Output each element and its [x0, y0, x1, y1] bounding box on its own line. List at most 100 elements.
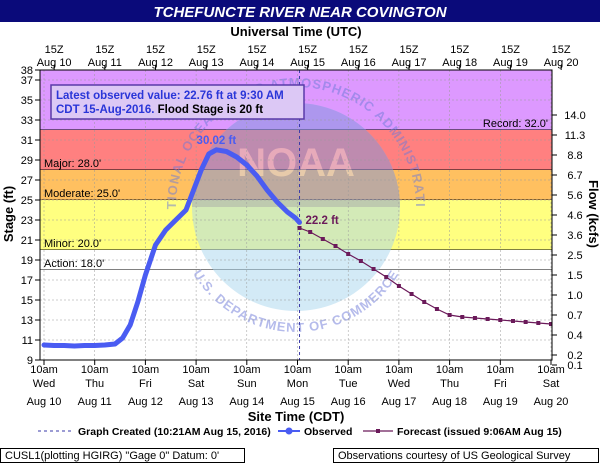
- top-tick-label-date: Aug 19: [493, 57, 528, 69]
- forecast-point: [384, 275, 389, 279]
- bottom-tick-label-date: Aug 15: [280, 396, 315, 408]
- y-tick-label: 31: [21, 135, 33, 147]
- bottom-tick-label-time: 10am: [284, 364, 312, 376]
- flood-label-minor: Minor: 20.0': [44, 238, 101, 250]
- legend: Graph Created (10:21AM Aug 15, 2016) Obse…: [38, 426, 562, 438]
- forecast-point: [320, 237, 325, 241]
- y-tick-label: 23: [21, 215, 33, 227]
- flood-label-moderate: Moderate: 25.0': [44, 188, 120, 200]
- y-tick-label: 29: [21, 155, 33, 167]
- top-tick-label-utc: 15Z: [197, 44, 216, 56]
- top-tick-label-utc: 15Z: [400, 44, 419, 56]
- flow-tick-label: 11.3: [565, 130, 586, 142]
- forecast-point: [536, 321, 541, 325]
- legend-graph-created-label: Graph Created (10:21AM Aug 15, 2016): [78, 426, 271, 438]
- forecast-point: [510, 319, 515, 323]
- y-tick-label: 38: [21, 65, 33, 77]
- y-tick-label: 25: [21, 195, 33, 207]
- bottom-tick-label-date: Aug 19: [483, 396, 518, 408]
- info-flood-stage: Flood Stage is 20 ft: [154, 104, 263, 116]
- flow-tick-label: 2.5: [567, 250, 582, 262]
- flood-label-action: Action: 18.0': [44, 258, 104, 270]
- top-tick-label-utc: 15Z: [95, 44, 114, 56]
- y-tick-label: 19: [21, 255, 33, 267]
- top-tick-label-utc: 15Z: [45, 44, 64, 56]
- flow-tick-label: 5.6: [567, 190, 582, 202]
- flood-category-labels: Record: 32.0' Major: 28.0' Moderate: 25.0'…: [44, 118, 548, 270]
- top-tick-label-date: Aug 15: [290, 57, 325, 69]
- forecast-point: [396, 284, 401, 288]
- legend-forecast-marker: [376, 429, 380, 433]
- point-annotations: 30.02 ft 22.2 ft: [197, 135, 339, 227]
- bottom-tick-label-date: Aug 13: [179, 396, 214, 408]
- noaa-logo-text: NOAA: [237, 141, 355, 185]
- bottom-tick-label-day: Sun: [237, 378, 257, 390]
- forecast-point: [472, 316, 477, 320]
- bottom-tick-label-day: Mon: [287, 378, 308, 390]
- bottom-tick-label-day: Fri: [139, 378, 152, 390]
- y-tick-label: 9: [27, 355, 33, 367]
- forecast-point: [498, 318, 503, 322]
- top-tick-label-utc: 15Z: [552, 44, 571, 56]
- info-second-line: CDT 15-Aug-2016. Flood Stage is 20 ft: [56, 104, 263, 116]
- bottom-tick-label-time: 10am: [233, 364, 261, 376]
- forecast-point: [333, 244, 338, 248]
- bottom-tick-label-date: Aug 20: [534, 396, 569, 408]
- top-axis-title: Universal Time (UTC): [230, 24, 361, 39]
- top-tick-label-utc: 15Z: [450, 44, 469, 56]
- flow-tick-label: 8.8: [567, 150, 582, 162]
- bottom-tick-label-date: Aug 11: [78, 396, 112, 408]
- forecast-point: [297, 226, 302, 230]
- y-tick-label: 33: [21, 115, 33, 127]
- bottom-tick-label-time: 10am: [537, 364, 565, 376]
- top-tick-label-utc: 15Z: [349, 44, 368, 56]
- forecast-point: [460, 315, 465, 319]
- observed-series-line: [41, 147, 302, 349]
- peak-value-label: 30.02 ft: [197, 135, 237, 147]
- flow-tick-label: 1.0: [567, 290, 582, 302]
- y-tick-label: 35: [21, 95, 33, 107]
- forecast-start-label: 22.2 ft: [306, 215, 339, 227]
- y-tick-label: 27: [21, 175, 33, 187]
- flow-tick-label: 6.7: [567, 170, 582, 182]
- forecast-point: [422, 300, 427, 304]
- y-tick-label: 37: [21, 75, 33, 87]
- bottom-tick-label-day: Sat: [188, 378, 205, 390]
- bottom-tick-label-time: 10am: [385, 364, 413, 376]
- y-tick-label: 15: [21, 295, 33, 307]
- flow-tick-label: 1.5: [567, 270, 582, 282]
- bottom-tick-label-time: 10am: [436, 364, 464, 376]
- forecast-point: [559, 323, 563, 327]
- bottom-tick-label-day: Wed: [33, 378, 55, 390]
- grid-lines: [40, 70, 552, 360]
- bottom-tick-label-time: 10am: [182, 364, 210, 376]
- bottom-tick-label-day: Sat: [543, 378, 560, 390]
- top-tick-label-utc: 15Z: [247, 44, 266, 56]
- flood-label-major: Major: 28.0': [44, 158, 101, 170]
- bottom-tick-label-date: Aug 18: [432, 396, 467, 408]
- bottom-tick-label-date: Aug 12: [128, 396, 163, 408]
- bottom-tick-label-day: Tue: [339, 378, 358, 390]
- top-tick-label-utc: 15Z: [501, 44, 520, 56]
- forecast-point: [523, 320, 528, 324]
- bottom-tick-label-date: Aug 14: [229, 396, 264, 408]
- bottom-tick-label-day: Wed: [388, 378, 410, 390]
- top-tick-label-utc: 15Z: [146, 44, 165, 56]
- top-tick-label-date: Aug 13: [189, 57, 224, 69]
- forecast-point: [434, 307, 439, 311]
- bottom-tick-label-day: Fri: [494, 378, 507, 390]
- series-layer: [41, 147, 563, 349]
- flow-tick-label: 0.1: [567, 360, 582, 372]
- y-tick-label: 11: [22, 335, 33, 347]
- chart-title: TCHEFUNCTE RIVER NEAR COVINGTON: [153, 4, 447, 21]
- flow-tick-label: 0.4: [567, 330, 582, 342]
- top-tick-label-date: Aug 16: [341, 57, 376, 69]
- bottom-tick-label-time: 10am: [334, 364, 362, 376]
- bottom-tick-label-time: 10am: [81, 364, 109, 376]
- top-tick-label-date: Aug 18: [442, 57, 477, 69]
- forecast-point: [447, 313, 452, 317]
- top-tick-label-date: Aug 17: [392, 57, 427, 69]
- info-latest-value: Latest observed value: 22.76 ft at 9:30 …: [56, 90, 284, 102]
